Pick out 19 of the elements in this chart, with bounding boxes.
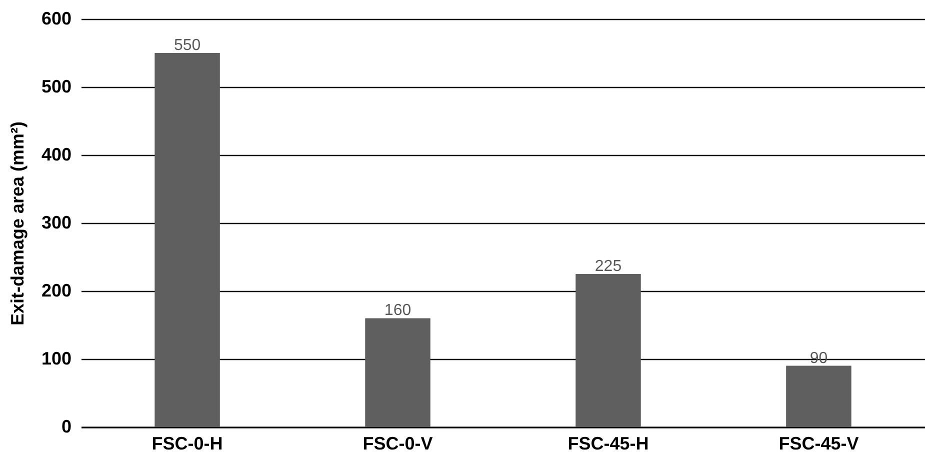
x-tick-label: FSC-45-V: [778, 434, 859, 454]
bar: [154, 53, 220, 427]
y-tick-label: 200: [41, 280, 72, 300]
x-tick-label: FSC-0-H: [152, 434, 223, 454]
x-tick-label: FSC-45-H: [568, 434, 649, 454]
y-tick-label: 100: [41, 348, 72, 368]
y-tick-label: 500: [41, 76, 72, 96]
y-tick-label: 300: [41, 212, 72, 232]
data-label: 160: [384, 302, 412, 320]
bar: [786, 366, 852, 427]
y-axis-title: Exit-damage area (mm²): [7, 121, 28, 326]
y-tick-label: 600: [41, 8, 72, 28]
bar: [576, 274, 641, 427]
x-tick-label: FSC-0-V: [362, 434, 433, 454]
data-label: 225: [594, 258, 622, 275]
data-label: 550: [174, 37, 201, 54]
y-tick-label: 0: [61, 416, 72, 436]
bar: [365, 318, 430, 427]
y-tick-label: 400: [41, 144, 72, 164]
